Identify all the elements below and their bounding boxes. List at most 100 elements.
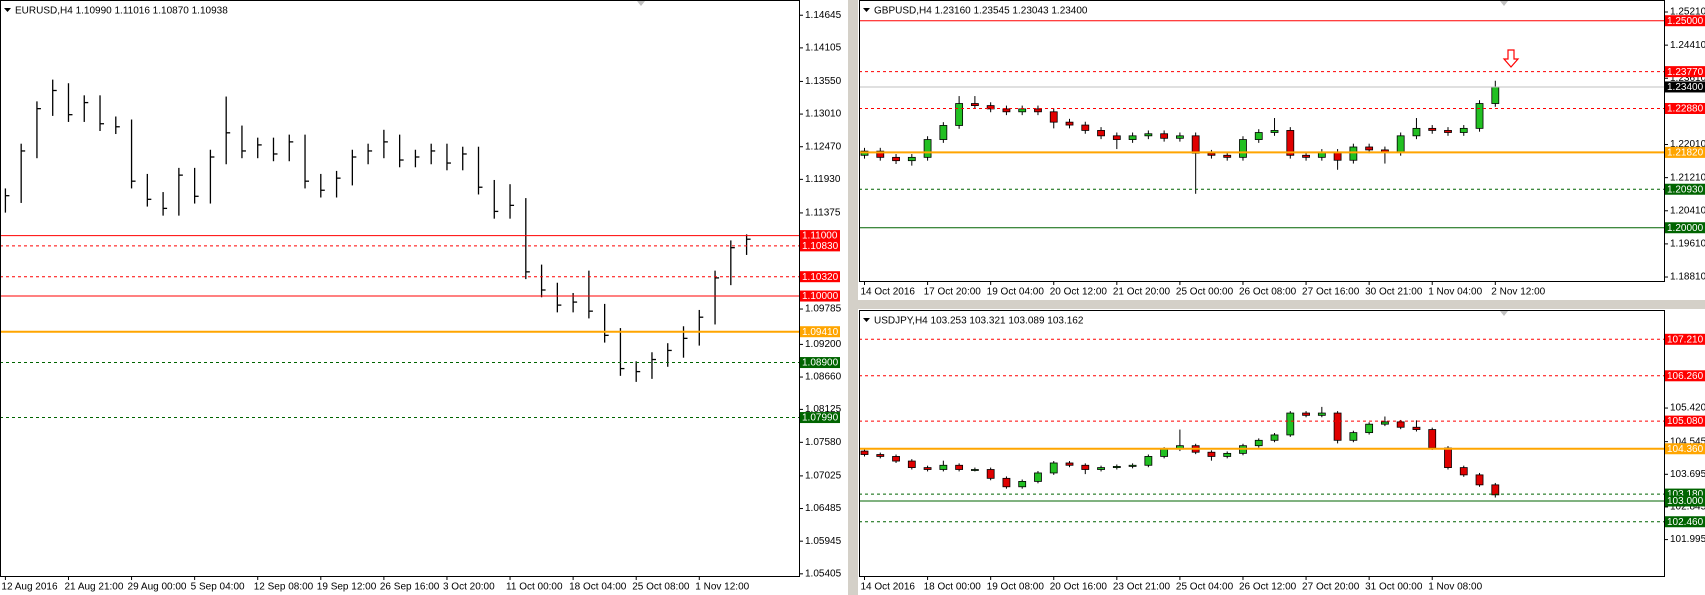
menu-triangle xyxy=(863,318,870,322)
y-tick-label: 1.25210 xyxy=(1670,7,1705,18)
level-label: 102.460 xyxy=(1667,517,1704,528)
chart-panel: GBPUSD,H4 1.23160 1.23545 1.23043 1.2340… xyxy=(859,6,1705,298)
level-label: 1.23400 xyxy=(1667,82,1704,93)
candle-body xyxy=(1128,135,1137,140)
level-label-bg xyxy=(800,240,840,252)
y-tick-label: 1.11375 xyxy=(805,208,841,219)
candle-body xyxy=(1302,154,1310,158)
plot-frame xyxy=(859,310,1665,577)
candle-body xyxy=(955,103,964,126)
level-label: 107.210 xyxy=(1667,334,1704,345)
candle-body xyxy=(1239,139,1247,158)
x-tick-label: 31 Oct 00:00 xyxy=(1365,582,1423,593)
x-tick-label: 29 Aug 00:00 xyxy=(128,582,187,593)
plot-frame xyxy=(0,0,800,577)
x-tick-label: 5 Sep 04:00 xyxy=(191,582,245,593)
chart-panel: USDJPY,H4 103.253 103.321 103.089 103.16… xyxy=(859,316,1705,593)
level-label-bg xyxy=(1665,488,1705,500)
x-tick-label: 1 Nov 04:00 xyxy=(1428,287,1482,298)
level-label: 1.10830 xyxy=(802,241,839,252)
candle-body xyxy=(1333,412,1342,441)
candle-body xyxy=(1097,467,1105,470)
y-tick-label: 1.24410 xyxy=(1670,40,1705,51)
candle-body xyxy=(1112,135,1121,140)
candle-body xyxy=(1160,133,1169,139)
candle-body xyxy=(1144,456,1153,466)
candle-body xyxy=(955,464,964,470)
candle-body xyxy=(1207,451,1216,457)
x-tick-label: 3 Oct 20:00 xyxy=(443,582,495,593)
candle-body xyxy=(923,139,932,158)
candle-body xyxy=(986,469,995,479)
level-label-bg xyxy=(1665,66,1705,78)
x-tick-label: 11 Oct 00:00 xyxy=(506,582,563,593)
window-splitter[interactable] xyxy=(858,300,1705,309)
y-tick-label: 1.05405 xyxy=(805,568,842,579)
level-label-bg xyxy=(800,290,840,302)
level-label-bg xyxy=(1665,146,1705,158)
level-label-bg xyxy=(800,357,840,369)
shift-marker[interactable] xyxy=(1500,1,1508,6)
x-tick-label: 18 Oct 00:00 xyxy=(924,582,982,593)
y-tick-label: 1.18810 xyxy=(1670,272,1705,283)
y-tick-label: 1.23610 xyxy=(1670,73,1705,84)
level-label: 103.000 xyxy=(1667,496,1704,507)
candle-body xyxy=(860,450,869,455)
candle-body xyxy=(1270,434,1279,441)
y-tick-label: 1.09785 xyxy=(805,304,842,315)
level-label-bg xyxy=(1665,516,1705,528)
y-tick-label: 105.420 xyxy=(1670,403,1705,414)
chart-title: USDJPY,H4 103.253 103.321 103.089 103.16… xyxy=(874,316,1084,327)
level-label: 1.10000 xyxy=(802,291,839,302)
candle-body xyxy=(1223,452,1232,457)
y-tick-label: 1.05945 xyxy=(805,536,842,547)
level-label: 1.09410 xyxy=(802,327,839,338)
level-label: 1.07990 xyxy=(802,413,839,424)
level-label-bg xyxy=(1665,15,1705,27)
y-tick-label: 102.845 xyxy=(1670,502,1705,513)
candle-body xyxy=(876,150,885,158)
x-tick-label: 12 Sep 08:00 xyxy=(254,582,314,593)
candle-body xyxy=(1428,429,1437,449)
level-label-bg xyxy=(800,326,840,338)
candle-body xyxy=(1286,412,1295,436)
candle-body xyxy=(1112,466,1121,468)
chart-title: GBPUSD,H4 1.23160 1.23545 1.23043 1.2340… xyxy=(874,6,1088,17)
shift-marker[interactable] xyxy=(1500,311,1508,316)
candle-body xyxy=(1286,130,1295,156)
y-tick-label: 103.695 xyxy=(1670,469,1705,480)
x-tick-label: 25 Oct 08:00 xyxy=(632,582,690,593)
candle-body xyxy=(1475,103,1484,129)
y-tick-label: 1.20410 xyxy=(1670,205,1705,216)
level-label: 1.11000 xyxy=(802,231,838,242)
y-tick-label: 1.14645 xyxy=(805,10,842,21)
shift-marker[interactable] xyxy=(637,1,645,6)
window-splitter[interactable] xyxy=(848,0,858,595)
candle-body xyxy=(1081,124,1090,131)
level-label-bg xyxy=(1665,370,1705,382)
candle-body xyxy=(970,469,979,471)
level-label: 1.20930 xyxy=(1667,184,1704,195)
candle-body xyxy=(1223,154,1232,158)
level-label-bg xyxy=(1665,443,1705,455)
y-tick-label: 1.08660 xyxy=(805,372,842,383)
level-label: 1.20000 xyxy=(1667,223,1704,234)
candle-body xyxy=(1270,130,1279,133)
x-tick-label: 25 Oct 04:00 xyxy=(1176,582,1234,593)
candle-body xyxy=(1191,135,1200,154)
candle-body xyxy=(1365,423,1374,434)
candle-body xyxy=(1475,474,1484,486)
y-tick-label: 1.06485 xyxy=(805,503,842,514)
level-label-bg xyxy=(1665,495,1705,507)
menu-triangle xyxy=(863,8,870,12)
candle-body xyxy=(892,456,900,462)
level-label-bg xyxy=(1665,102,1705,114)
y-tick-label: 1.19610 xyxy=(1670,239,1705,250)
level-label-bg xyxy=(1665,81,1705,93)
candle-body xyxy=(1002,108,1011,113)
candle-body xyxy=(1034,108,1042,113)
candle-body xyxy=(1459,467,1468,476)
level-label: 1.10320 xyxy=(802,272,839,283)
candle-body xyxy=(1160,448,1169,457)
